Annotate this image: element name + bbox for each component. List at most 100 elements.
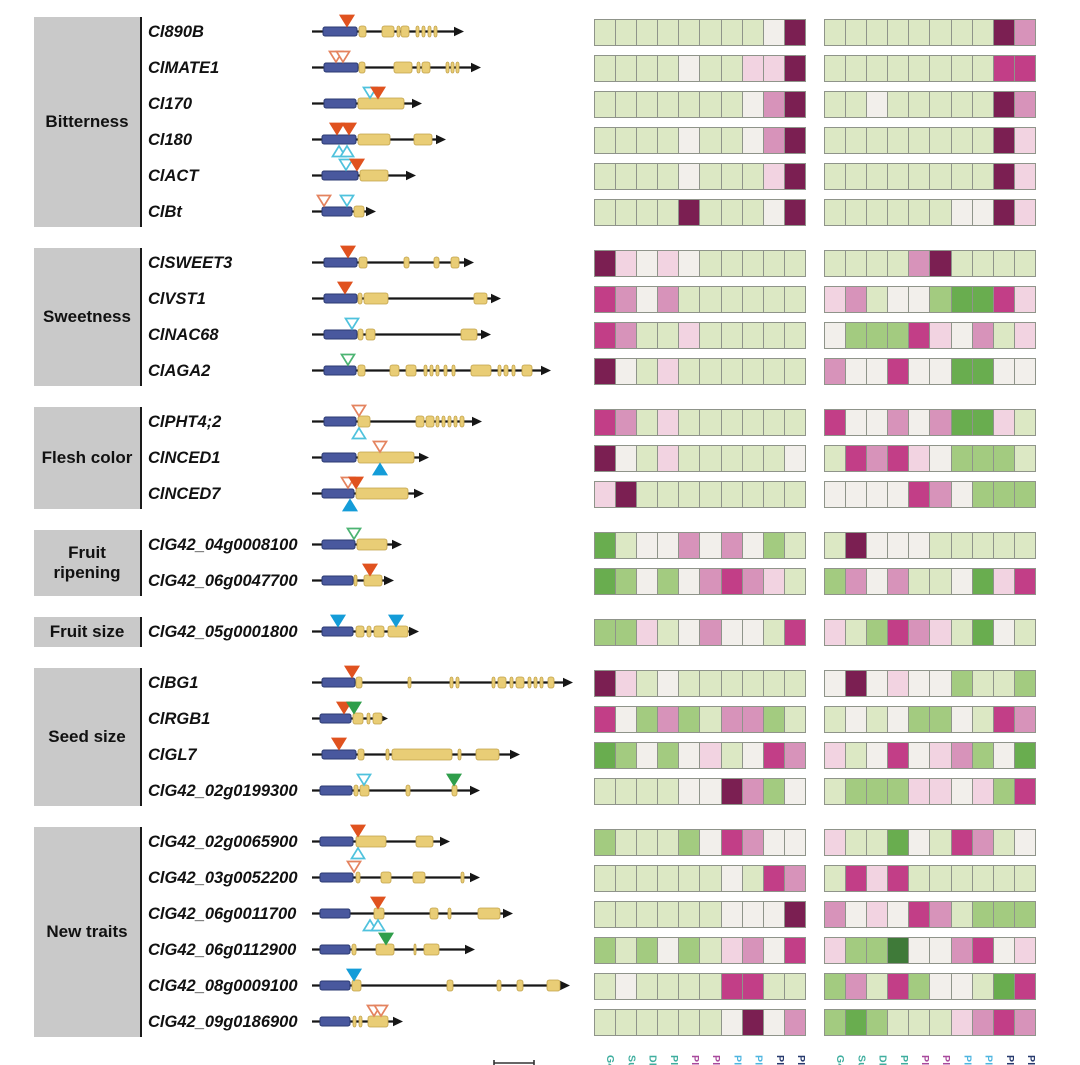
heatmap-row-leaf <box>824 54 1036 82</box>
trait-label: Seed size <box>34 668 140 806</box>
heatmap-cell <box>971 618 994 646</box>
accession-labels: G42SugarleeDBHZPI 381740PI 595203PI 5327… <box>824 1055 1036 1065</box>
gene-name: ClVST1 <box>148 289 206 308</box>
heatmap-cell <box>950 828 973 856</box>
heatmap-cell <box>699 18 722 46</box>
heatmap-row-fruit <box>594 777 806 805</box>
heatmap-row-fruit <box>594 408 806 436</box>
heatmap-cell <box>657 90 680 118</box>
gene-structure <box>312 737 594 773</box>
gene-structure-svg <box>312 353 551 377</box>
heatmap-cell <box>1013 480 1036 508</box>
heatmap-cell <box>908 54 931 82</box>
heatmap-cell <box>845 741 868 769</box>
heatmap-cell <box>824 408 847 436</box>
heatmap-cell <box>908 972 931 1000</box>
heatmap-cell <box>678 900 701 928</box>
heatmap-cell <box>741 936 764 964</box>
heatmap-cell <box>845 249 868 277</box>
heatmap-cell <box>762 90 785 118</box>
heatmap-row-fruit <box>594 900 806 928</box>
heatmap-cell <box>866 285 889 313</box>
marker-ins-cc-icon <box>343 665 361 679</box>
accession-label: PI 632755 <box>785 1055 806 1065</box>
trait-cell: Bitterness <box>34 14 142 230</box>
heatmap-cell <box>762 408 785 436</box>
gene-name: ClGL7 <box>148 745 197 764</box>
heatmap-cell <box>887 705 910 733</box>
cds-exon-box <box>403 256 410 269</box>
heatmap-cell <box>720 705 743 733</box>
heatmap-cell <box>699 285 722 313</box>
heatmap-cell <box>657 321 680 349</box>
heatmap-cell <box>824 864 847 892</box>
gene-structure-svg <box>312 317 491 341</box>
gene-row: ClACT <box>142 158 1080 194</box>
cds-exon-box <box>356 538 388 551</box>
gene-structure <box>312 281 594 317</box>
gene-structure-svg <box>312 194 376 218</box>
promoter-box <box>323 365 357 376</box>
heatmap-cell <box>866 480 889 508</box>
heatmap-cell <box>971 54 994 82</box>
heatmap-cell <box>636 249 659 277</box>
heatmap-cell <box>762 531 785 559</box>
gene-structure <box>312 50 594 86</box>
heatmap-cell <box>971 669 994 697</box>
heatmap-cell <box>824 249 847 277</box>
heatmap-cell <box>678 777 701 805</box>
heatmap-cell <box>615 669 638 697</box>
heatmap-cell <box>1013 1008 1036 1036</box>
gene-structure <box>312 614 594 650</box>
heatmap-cell <box>741 249 764 277</box>
gene-structure-svg <box>312 563 394 587</box>
cds-exon-box <box>477 907 501 920</box>
promoter-box <box>319 836 354 847</box>
cds-exon-box <box>516 979 524 992</box>
heatmap-cell <box>699 705 722 733</box>
heatmap-cell <box>594 444 617 472</box>
heatmap-cell <box>1013 828 1036 856</box>
heatmap-cell <box>908 705 931 733</box>
heatmap-cell <box>908 408 931 436</box>
cds-exon-box <box>451 364 456 377</box>
gene-structure-svg <box>312 614 419 638</box>
cds-exon-box <box>355 835 387 848</box>
heatmap-cell <box>950 618 973 646</box>
heatmap-cell <box>678 126 701 154</box>
heatmap-cell <box>636 864 659 892</box>
heatmap-cell <box>594 408 617 436</box>
heatmap-cell <box>950 1008 973 1036</box>
gene-structure-svg <box>312 158 416 182</box>
heatmap-cell <box>594 90 617 118</box>
heatmap-cell <box>636 90 659 118</box>
heatmap-cell <box>636 18 659 46</box>
heatmap-cell <box>824 18 847 46</box>
gene-arrowhead-icon <box>464 257 474 268</box>
heatmap-cell <box>699 972 722 1000</box>
marker-ins-cc-icon <box>340 122 358 136</box>
heatmap-cell <box>824 1008 847 1036</box>
trait-cell: Fruit size <box>34 614 142 650</box>
heatmap-row-fruit <box>594 669 806 697</box>
cds-exon-box <box>496 979 502 992</box>
gene-name: ClPHT4;2 <box>148 412 222 431</box>
promoter-box <box>319 785 353 796</box>
heatmap-cell <box>762 618 785 646</box>
heatmap-row-fruit <box>594 618 806 646</box>
heatmap-row-leaf <box>824 126 1036 154</box>
cds-exon-box <box>405 784 411 797</box>
gene-rows: ClG42_05g0001800 <box>142 614 1080 650</box>
gene-structure <box>312 665 594 701</box>
promoter-box <box>321 488 355 499</box>
heatmap-cell <box>929 285 952 313</box>
heatmap-cell <box>971 1008 994 1036</box>
heatmap-cell <box>636 567 659 595</box>
heatmap-cell <box>929 936 952 964</box>
trait-label: Sweetness <box>34 248 140 386</box>
heatmap-cell <box>1013 900 1036 928</box>
gene-arrowhead-icon <box>472 416 482 427</box>
heatmap-row-leaf <box>824 408 1036 436</box>
gene-row: ClBG1 <box>142 665 1080 701</box>
heatmap-cell <box>783 357 806 385</box>
